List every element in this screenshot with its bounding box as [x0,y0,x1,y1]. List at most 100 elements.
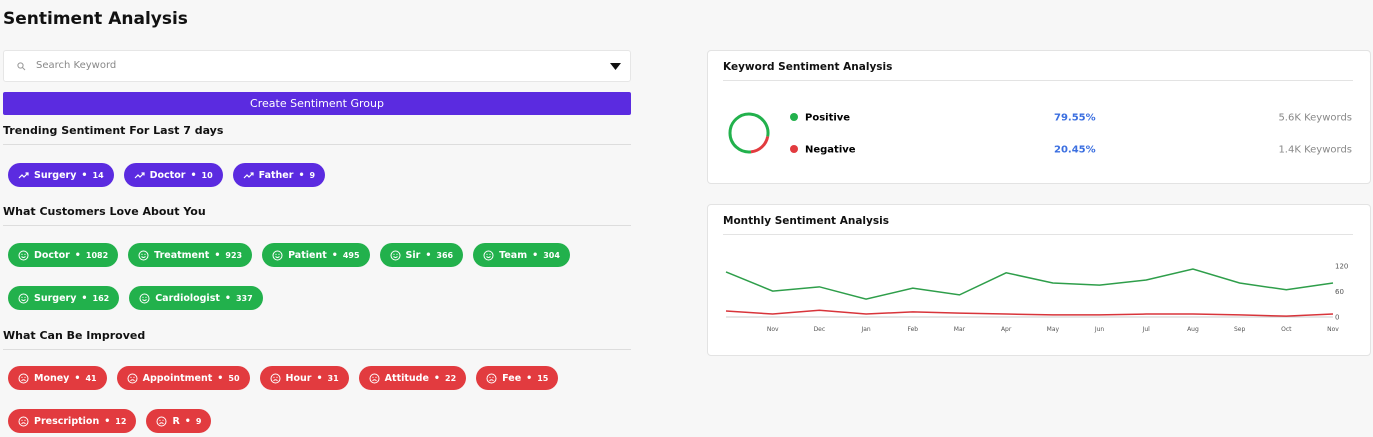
x-tick-label: Jul [1142,326,1151,333]
donut-segment [750,136,770,154]
tag-pill[interactable]: Surgery 14 [8,163,114,187]
line-chart: 0 60 120 Nov Dec Jan Feb Mar Apr May Jun Jul Aug Sep O… [725,263,1348,333]
tag-pill[interactable]: R9 [146,409,212,433]
tag-icon [139,293,150,303]
tag-pill[interactable]: Treatment 923 [128,243,253,267]
tag-name: Doctor [34,249,70,261]
tag-count: 9 [195,416,202,426]
tag-count: 304 [543,250,560,260]
keyword-panel: Keyword Sentiment Analysis Positive 79.55… [707,50,1371,184]
tag-separator [420,250,436,261]
tag-pill[interactable]: Cardiologist 337 [129,286,263,310]
tag-separator [220,293,236,304]
tag-icon [156,416,167,426]
tag-name: Appointment [142,372,213,384]
x-tick-label: Dec [814,326,826,333]
monthly-panel: Monthly Sentiment Analysis 0 60 120 Nov Dec J… [707,204,1371,356]
tag-icon [138,250,149,260]
tag-pill[interactable]: Appointment 50 [116,366,250,390]
tag-separator [69,373,85,384]
x-tick-label: Jan [860,326,870,333]
dropdown-arrow[interactable] [610,63,621,70]
tag-name: Treatment [154,249,210,261]
tag-separator [293,170,309,181]
tag-pill[interactable]: Attitude 22 [358,366,467,390]
section-title: Trending Sentiment For Last 7 days [3,124,631,145]
tag-pill[interactable]: Doctor 10 [123,163,223,187]
x-tick-label: Sep [1234,326,1246,333]
tag-count: 31 [327,373,339,383]
pie-chart: Positive 79.55% 5.6K Keywords Negative 20.45… [728,113,1352,156]
create-group-button[interactable]: Create Sentiment Group [3,92,631,115]
tag-separator [521,373,537,384]
tag-separator [76,293,92,304]
tag-icon [18,250,29,260]
tag-name: Hour [285,372,312,384]
keyword-count: 5.6K Keywords [1278,113,1352,124]
tag-pill[interactable]: Prescription 12 [8,409,137,433]
tag-count: 12 [115,416,127,426]
tag-name: Attitude [384,372,429,384]
tag-icon [270,373,281,383]
x-tick-label: Feb [907,326,918,333]
tag-name: Patient [288,249,327,261]
tag-icon [390,250,401,260]
tag-icon [243,171,254,178]
section-title: What Customers Love About You [3,205,631,226]
tag-pill[interactable]: Money 41 [8,366,107,390]
tag-count: 923 [225,250,243,260]
tag-separator [212,373,228,384]
tag-pill[interactable]: Surgery 162 [8,286,120,310]
tag-list: Money 41 Appointment 50 Hour 31 Attitude 22 Fee 1… [8,366,623,433]
x-tick-label: Jun [1094,326,1105,333]
x-tick-label: May [1047,326,1060,333]
search-box[interactable]: Search Keyword [3,50,631,82]
tag-list: Surgery 14 Doctor 10 Father 9 [8,163,623,187]
legend-dot [790,113,798,121]
tag-count: 41 [85,373,97,383]
y-tick-label: 120 [1335,263,1348,271]
x-tick-label: Oct [1281,326,1292,333]
tag-icon [486,373,497,383]
tag-icon [18,373,29,383]
tag-pill[interactable]: Father 9 [232,163,326,187]
section-title: What Can Be Improved [3,329,631,350]
tag-separator [429,373,445,384]
tag-name: Sir [405,249,421,261]
tag-count: 10 [201,170,213,180]
legend-label: Positive [805,113,850,124]
x-tick-label: Nov [1327,326,1339,333]
tag-count: 14 [92,170,104,180]
search-placeholder: Search Keyword [36,60,117,71]
tag-name: Prescription [34,415,100,427]
y-tick-label: 0 [1335,314,1339,322]
tag-separator [99,416,115,427]
tag-name: Surgery [34,292,77,304]
tag-name: R [172,415,180,427]
tag-name: Team [499,249,528,261]
tag-pill[interactable]: Team 304 [473,243,570,267]
percent-label: 79.55% [1054,113,1096,124]
tag-separator [527,250,543,261]
tag-separator [327,250,343,261]
tag-pill[interactable]: Sir 366 [379,243,464,267]
page-title: Sentiment Analysis [3,9,188,29]
tag-icon [18,171,29,178]
tag-name: Doctor [149,169,186,181]
tag-count: 337 [235,293,253,303]
tag-pill[interactable]: Patient 495 [262,243,370,267]
tag-count: 15 [537,373,549,383]
tag-icon [483,250,494,260]
tag-icon [127,373,138,383]
tag-pill[interactable]: Fee 15 [476,366,559,390]
tag-separator [311,373,327,384]
tag-count: 495 [342,250,360,260]
tag-separator [180,416,196,427]
tag-count: 366 [436,250,454,260]
tag-icon [18,416,29,426]
tag-pill[interactable]: Hour 31 [259,366,349,390]
tag-name: Father [258,169,294,181]
tag-separator [76,170,92,181]
tag-pill[interactable]: Doctor 1082 [8,243,119,267]
